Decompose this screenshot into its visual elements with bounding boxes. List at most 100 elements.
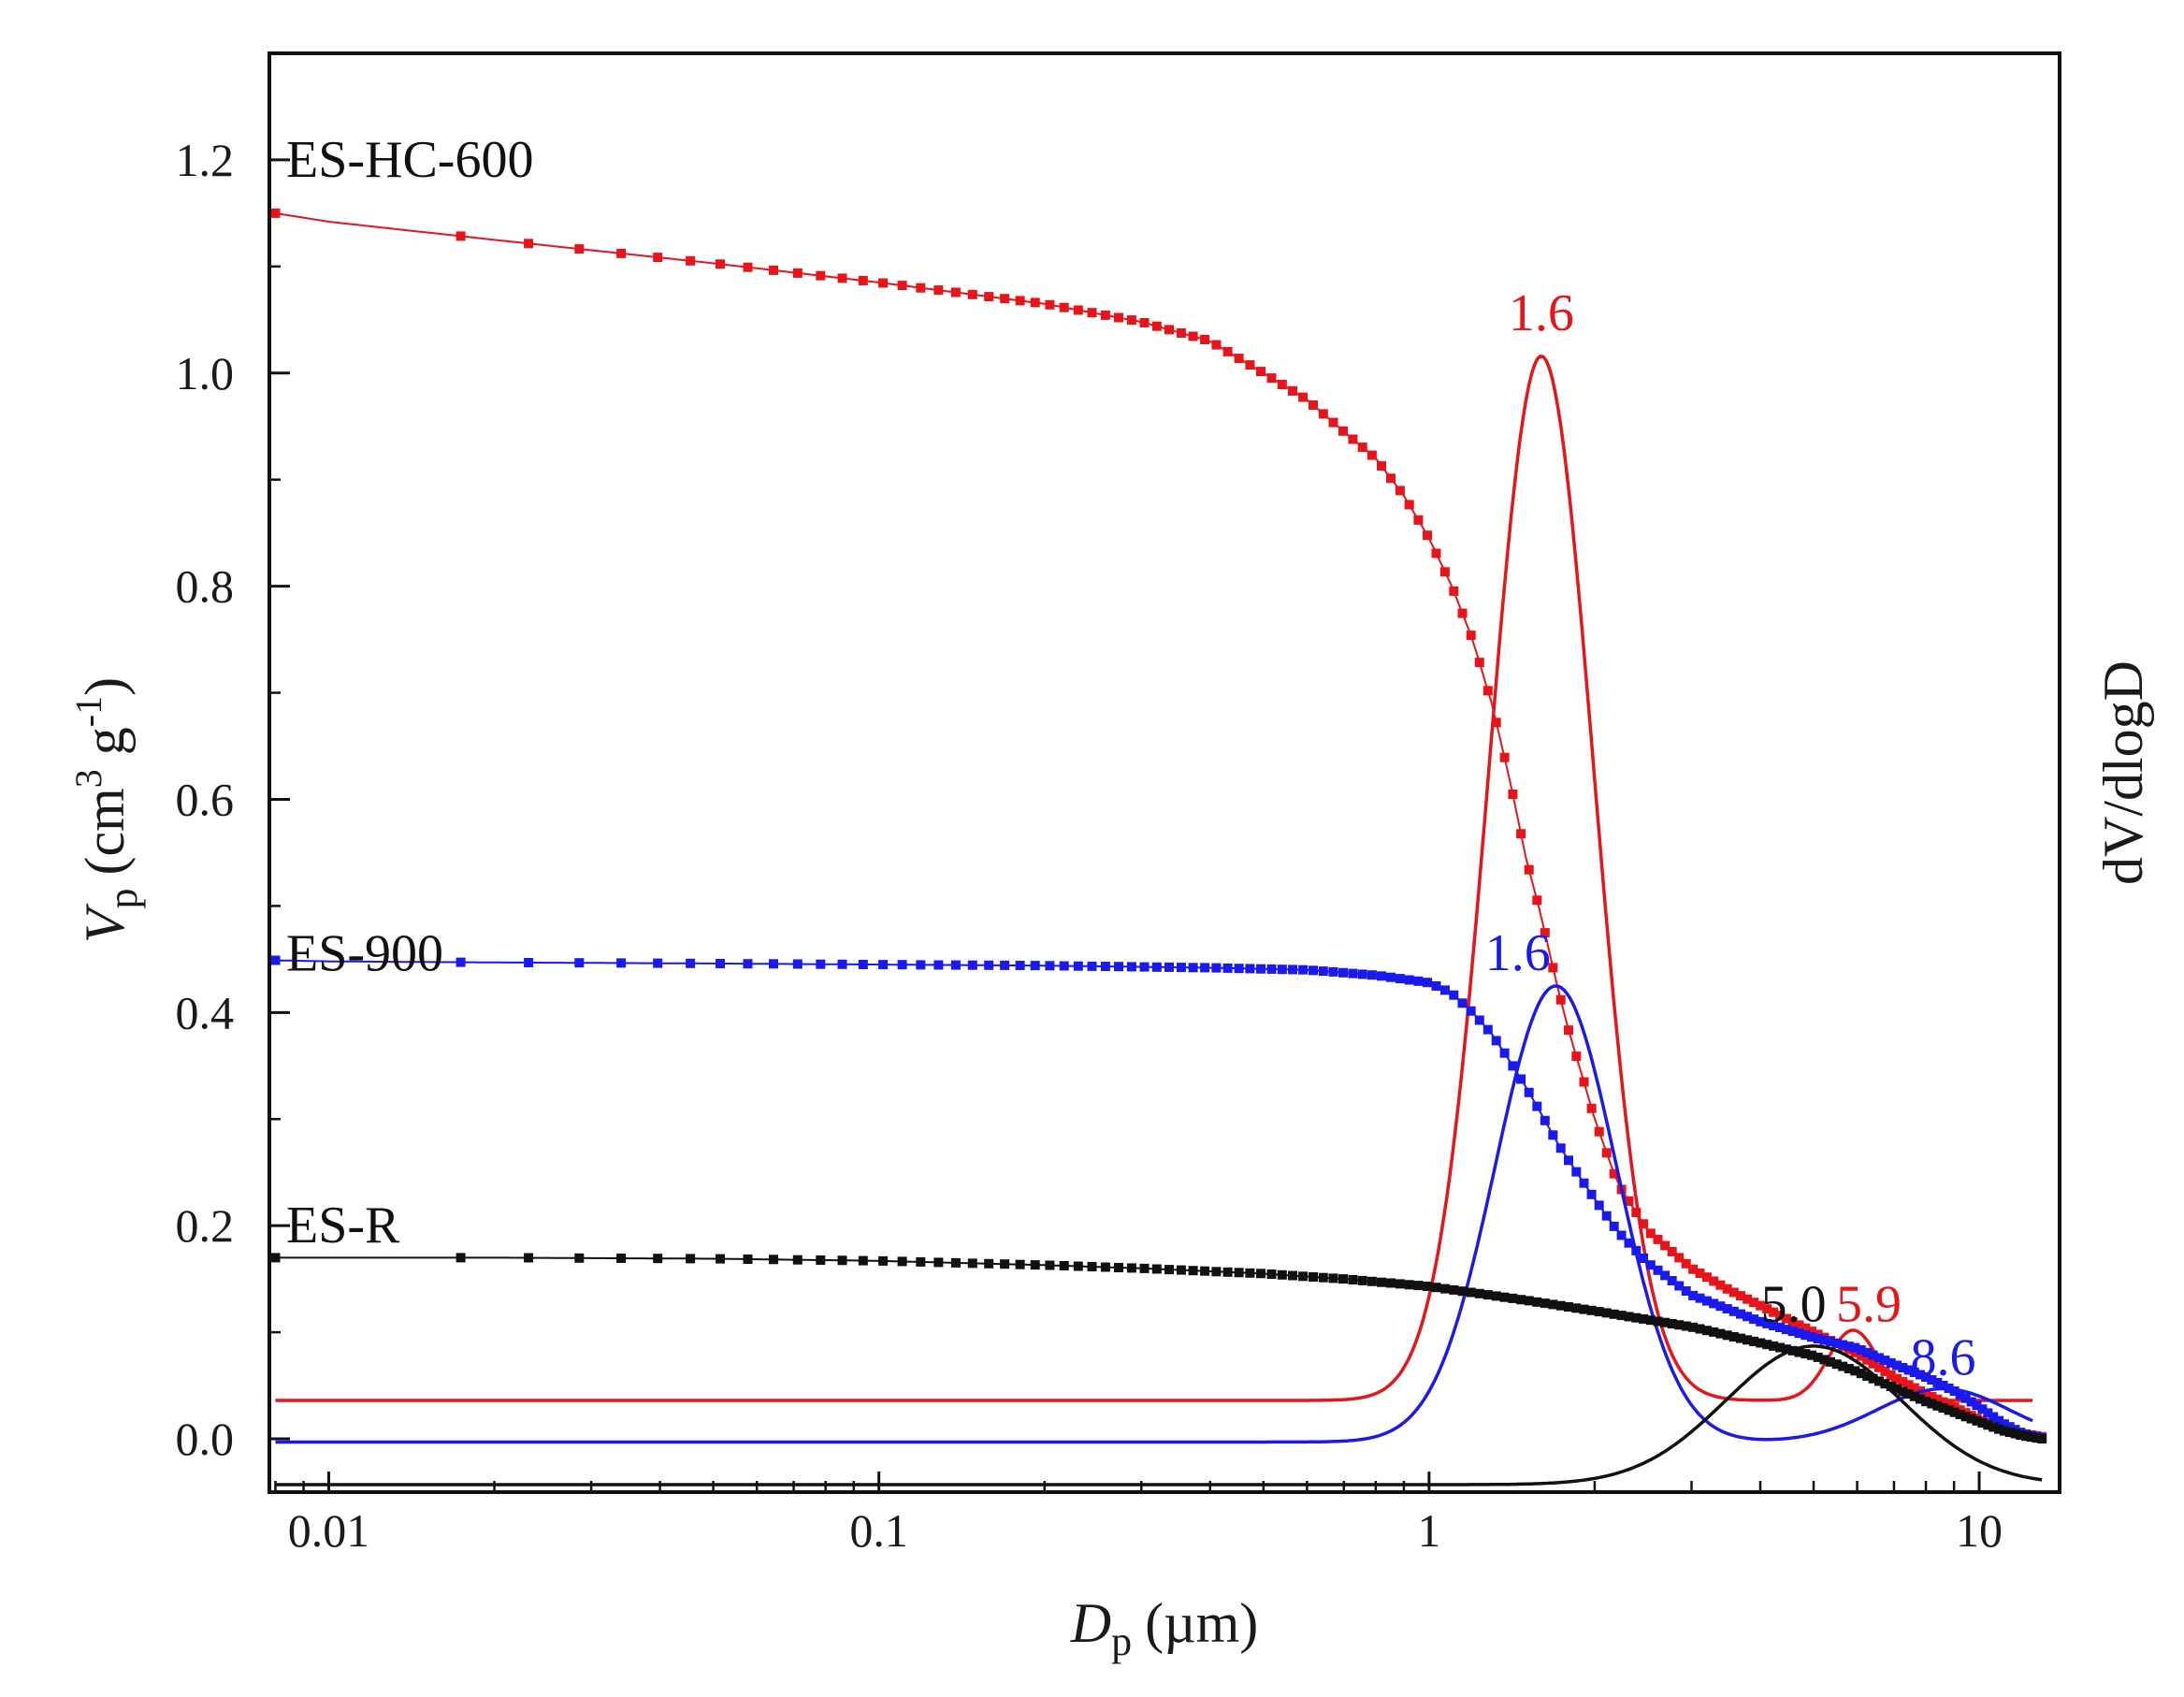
data-point xyxy=(1609,1309,1619,1319)
data-point xyxy=(1200,335,1210,344)
data-point xyxy=(1499,1292,1510,1302)
data-point xyxy=(1624,1238,1634,1248)
data-point xyxy=(653,253,663,263)
data-point xyxy=(1571,1167,1582,1177)
y-tick-label: 1.0 xyxy=(176,347,235,399)
data-point xyxy=(933,960,944,970)
data-point xyxy=(837,273,847,283)
data-point xyxy=(1868,1358,1878,1369)
data-point xyxy=(1540,928,1550,938)
data-point xyxy=(524,1253,534,1263)
y-tick-label: 0.6 xyxy=(176,773,235,825)
data-point xyxy=(1994,1415,2004,1426)
data-point xyxy=(1966,1414,1976,1424)
data-point xyxy=(897,960,907,970)
data-point xyxy=(1787,1345,1798,1356)
data-point xyxy=(1571,1052,1582,1062)
data-point xyxy=(1880,1379,1890,1389)
data-point xyxy=(1100,310,1110,320)
data-point xyxy=(916,1256,926,1267)
data-point xyxy=(1850,1347,1860,1357)
data-point xyxy=(950,1257,961,1268)
data-point xyxy=(1524,1087,1534,1097)
series-es-900 xyxy=(270,955,2047,1444)
data-point xyxy=(1288,385,1297,396)
data-point xyxy=(1466,1006,1476,1016)
data-point xyxy=(1989,1412,1999,1422)
data-point xyxy=(1667,1319,1677,1328)
data-point xyxy=(1457,998,1468,1008)
data-point xyxy=(1819,1335,1830,1345)
data-point xyxy=(1898,1386,1908,1397)
data-point xyxy=(1457,1286,1468,1297)
data-point xyxy=(769,959,778,969)
data-point xyxy=(1749,1336,1759,1346)
data-point xyxy=(1449,586,1459,596)
data-point xyxy=(858,276,868,285)
data-point xyxy=(1000,960,1010,970)
data-point xyxy=(1898,1363,1908,1372)
data-point xyxy=(933,285,944,296)
data-point xyxy=(1309,1272,1318,1282)
data-point xyxy=(1886,1357,1896,1368)
data-point xyxy=(1709,1298,1719,1309)
data-point xyxy=(1787,1327,1798,1337)
data-point xyxy=(1483,1024,1493,1035)
data-point xyxy=(1357,969,1367,979)
data-point xyxy=(1030,961,1040,971)
data-point xyxy=(1126,962,1136,972)
data-point xyxy=(1674,1320,1685,1330)
data-point xyxy=(1288,1270,1297,1281)
data-point xyxy=(1728,1332,1739,1342)
data-point xyxy=(1880,1356,1890,1366)
peak-label: 8.6 xyxy=(1911,1329,1976,1387)
data-point xyxy=(1972,1400,1982,1411)
data-point xyxy=(1073,305,1083,315)
data-point xyxy=(1277,1269,1287,1280)
data-point xyxy=(1960,1393,1971,1403)
distribution-line-es-900 xyxy=(275,984,2033,1444)
data-point xyxy=(1762,1318,1772,1328)
data-point xyxy=(1524,1296,1534,1306)
data-point xyxy=(1491,1291,1501,1301)
data-point xyxy=(1921,1389,1931,1400)
data-point xyxy=(1631,1208,1642,1218)
data-point xyxy=(616,248,627,258)
data-point xyxy=(1794,1328,1804,1339)
data-point xyxy=(1555,1143,1566,1153)
data-point xyxy=(1653,1265,1663,1275)
data-point xyxy=(1667,1276,1677,1285)
data-point xyxy=(1087,1262,1097,1271)
data-point xyxy=(2010,1429,2020,1439)
data-point xyxy=(616,1254,627,1263)
x-tick-label: 0.1 xyxy=(849,1504,908,1557)
data-point xyxy=(1222,1267,1233,1277)
x-tick-label: 0.01 xyxy=(288,1504,370,1557)
data-point xyxy=(1449,990,1459,1000)
data-point xyxy=(1938,1397,1948,1407)
data-point xyxy=(1972,1415,1982,1426)
data-point xyxy=(1722,1284,1732,1294)
data-point xyxy=(1838,1340,1848,1350)
series-label-es-900: ES-900 xyxy=(286,925,443,983)
data-point xyxy=(1466,631,1476,641)
data-point xyxy=(897,281,907,291)
data-point xyxy=(1176,328,1186,338)
data-point xyxy=(1862,1355,1873,1365)
data-point xyxy=(1100,1262,1110,1272)
series-es-r xyxy=(270,1253,2047,1487)
data-point xyxy=(1151,962,1162,972)
data-point xyxy=(1695,1269,1705,1278)
cumulative-markers-es-hc-600 xyxy=(270,208,2047,1442)
data-point xyxy=(1532,1101,1542,1111)
data-point xyxy=(1234,1268,1244,1278)
data-point xyxy=(1701,1296,1712,1306)
data-point xyxy=(1431,981,1441,991)
peak-label: 5.0 xyxy=(1761,1276,1827,1334)
data-point xyxy=(1516,1295,1526,1305)
data-point xyxy=(837,959,847,969)
data-point xyxy=(837,1255,847,1266)
data-point xyxy=(1367,450,1377,460)
data-point xyxy=(1862,1371,1873,1381)
data-point xyxy=(1880,1366,1890,1376)
